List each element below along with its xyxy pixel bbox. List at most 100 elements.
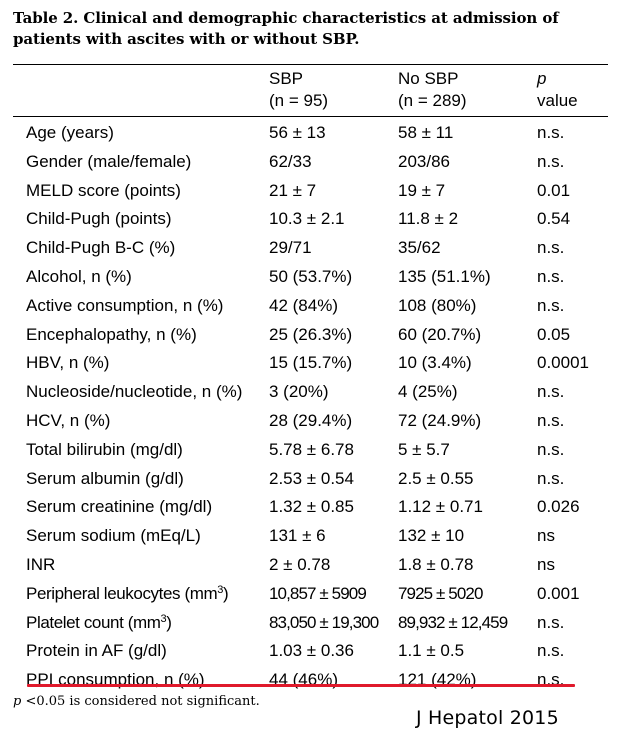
footnote-text: <0.05 is considered not significant. bbox=[21, 694, 260, 709]
row-label: MELD score (points) bbox=[26, 180, 181, 200]
table-row: Encephalopathy, n (%) 25 (26.3%) 60 (20.7%… bbox=[13, 321, 608, 350]
row-label: Protein in AF (g/dl) bbox=[26, 641, 167, 661]
row-label: Peripheral leukocytes (mm3) bbox=[26, 583, 229, 603]
cell-no-sbp: 203/86 bbox=[398, 151, 450, 171]
cell-no-sbp: 4 (25%) bbox=[398, 382, 458, 402]
table-row: Age (years) 56 ± 13 58 ± 11 n.s. bbox=[13, 119, 608, 148]
cell-sbp: 28 (29.4%) bbox=[269, 410, 353, 430]
cell-no-sbp: 89,932 ± 12,459 bbox=[398, 612, 508, 632]
cell-p-value: n.s. bbox=[537, 382, 565, 402]
cell-p-value: n.s. bbox=[537, 266, 565, 286]
cell-sbp: 10,857 ± 5909 bbox=[269, 583, 367, 603]
cell-sbp: 2 ± 0.78 bbox=[269, 554, 331, 574]
cell-p-value: n.s. bbox=[537, 439, 565, 459]
row-label: PPI consumption, n (%) bbox=[26, 670, 205, 690]
table-row: Peripheral leukocytes (mm3) 10,857 ± 5909… bbox=[13, 580, 608, 609]
cell-p-value: 0.001 bbox=[537, 583, 580, 603]
cell-p-value: 0.01 bbox=[537, 180, 571, 200]
footnote-p-symbol: p bbox=[13, 694, 22, 709]
cell-sbp: 131 ± 6 bbox=[269, 526, 326, 546]
cell-no-sbp: 5 ± 5.7 bbox=[398, 439, 450, 459]
cell-sbp: 1.32 ± 0.85 bbox=[269, 497, 354, 517]
table-row: HBV, n (%) 15 (15.7%) 10 (3.4%) 0.0001 bbox=[13, 349, 608, 378]
cell-no-sbp: 7925 ± 5020 bbox=[398, 583, 483, 603]
table-row: Serum albumin (g/dl) 2.53 ± 0.54 2.5 ± 0.5… bbox=[13, 465, 608, 494]
highlight-underline bbox=[27, 684, 575, 687]
cell-p-value: n.s. bbox=[537, 670, 565, 690]
table-body: Age (years) 56 ± 13 58 ± 11 n.s. Gender (mal… bbox=[13, 119, 608, 695]
cell-sbp: 5.78 ± 6.78 bbox=[269, 439, 354, 459]
cell-no-sbp: 132 ± 10 bbox=[398, 526, 465, 546]
cell-sbp: 44 (46%) bbox=[269, 670, 338, 690]
row-label: Nucleoside/nucleotide, n (%) bbox=[26, 382, 243, 402]
row-label: Gender (male/female) bbox=[26, 151, 192, 171]
cell-no-sbp: 1.8 ± 0.78 bbox=[398, 554, 474, 574]
table-row: Alcohol, n (%) 50 (53.7%) 135 (51.1%) n.s. bbox=[13, 263, 608, 292]
cell-no-sbp: 60 (20.7%) bbox=[398, 324, 482, 344]
table-row: INR 2 ± 0.78 1.8 ± 0.78 ns bbox=[13, 551, 608, 580]
source-citation: J Hepatol 2015 bbox=[416, 707, 559, 729]
cell-p-value: n.s. bbox=[537, 612, 565, 632]
cell-no-sbp: 121 (42%) bbox=[398, 670, 477, 690]
row-label: Alcohol, n (%) bbox=[26, 266, 132, 286]
cell-sbp: 1.03 ± 0.36 bbox=[269, 641, 354, 661]
cell-no-sbp: 11.8 ± 2 bbox=[398, 209, 459, 229]
table-row: Child-Pugh B-C (%) 29/71 35/62 n.s. bbox=[13, 234, 608, 263]
cell-p-value: ns bbox=[537, 554, 555, 574]
row-label: HBV, n (%) bbox=[26, 353, 110, 373]
table-row: HCV, n (%) 28 (29.4%) 72 (24.9%) n.s. bbox=[13, 407, 608, 436]
row-label: Child-Pugh B-C (%) bbox=[26, 238, 176, 258]
cell-p-value: 0.05 bbox=[537, 324, 571, 344]
row-label: Serum albumin (g/dl) bbox=[26, 468, 184, 488]
cell-no-sbp: 58 ± 11 bbox=[398, 123, 454, 142]
cell-no-sbp: 35/62 bbox=[398, 238, 441, 258]
cell-p-value: n.s. bbox=[537, 410, 565, 430]
row-label: Child-Pugh (points) bbox=[26, 209, 172, 229]
row-label: Serum sodium (mEq/L) bbox=[26, 526, 201, 546]
cell-no-sbp: 135 (51.1%) bbox=[398, 266, 491, 286]
cell-sbp: 15 (15.7%) bbox=[269, 353, 353, 373]
table-footnote: p <0.05 is considered not significant. bbox=[13, 693, 260, 711]
cell-sbp: 62/33 bbox=[269, 151, 312, 171]
cell-no-sbp: 1.1 ± 0.5 bbox=[398, 641, 465, 661]
row-label: Total bilirubin (mg/dl) bbox=[26, 439, 183, 459]
cell-p-value: n.s. bbox=[537, 238, 565, 258]
cell-sbp: 21 ± 7 bbox=[269, 180, 317, 200]
table-header: SBP (n = 95) No SBP (n = 289) p value bbox=[13, 68, 608, 116]
cell-p-value: n.s. bbox=[537, 641, 565, 661]
table-row: Nucleoside/nucleotide, n (%) 3 (20%) 4 (25… bbox=[13, 378, 608, 407]
cell-sbp: 3 (20%) bbox=[269, 382, 329, 402]
table-caption: Table 2. Clinical and demographic charac… bbox=[13, 9, 559, 48]
table-row: Serum sodium (mEq/L) 131 ± 6 132 ± 10 ns bbox=[13, 522, 608, 551]
cell-sbp: 56 ± 13 bbox=[269, 123, 326, 142]
row-label: Serum creatinine (mg/dl) bbox=[26, 497, 213, 517]
row-label: INR bbox=[26, 554, 56, 574]
table-row: Active consumption, n (%) 42 (84%) 108 (80… bbox=[13, 292, 608, 321]
column-header-sbp: SBP (n = 95) bbox=[269, 69, 329, 110]
table-top-rule bbox=[13, 64, 608, 65]
cell-sbp: 83,050 ± 19,300 bbox=[269, 612, 379, 632]
cell-sbp: 42 (84%) bbox=[269, 295, 338, 315]
cell-p-value: 0.54 bbox=[537, 209, 571, 229]
cell-sbp: 2.53 ± 0.54 bbox=[269, 468, 354, 488]
header-rule bbox=[13, 116, 608, 117]
table-row: Child-Pugh (points) 10.3 ± 2.1 11.8 ± 2 0.5… bbox=[13, 205, 608, 234]
row-label: HCV, n (%) bbox=[26, 410, 111, 430]
cell-p-value: n.s. bbox=[537, 123, 565, 142]
cell-p-value: n.s. bbox=[537, 151, 565, 171]
column-header-p-value: p value bbox=[537, 69, 578, 110]
cell-sbp: 50 (53.7%) bbox=[269, 266, 353, 286]
table-row: Protein in AF (g/dl) 1.03 ± 0.36 1.1 ± 0.5… bbox=[13, 637, 608, 666]
row-label: Platelet count (mm3) bbox=[26, 612, 172, 632]
table-row: PPI consumption, n (%) 44 (46%) 121 (42%) n… bbox=[13, 666, 608, 695]
cell-no-sbp: 2.5 ± 0.55 bbox=[398, 468, 474, 488]
cell-sbp: 25 (26.3%) bbox=[269, 324, 353, 344]
column-header-no-sbp: No SBP (n = 289) bbox=[398, 69, 467, 110]
cell-sbp: 29/71 bbox=[269, 238, 312, 258]
table-row: Platelet count (mm3) 83,050 ± 19,300 89,93… bbox=[13, 609, 608, 638]
cell-p-value: 0.0001 bbox=[537, 353, 589, 373]
cell-no-sbp: 108 (80%) bbox=[398, 295, 477, 315]
row-label: Active consumption, n (%) bbox=[26, 295, 224, 315]
cell-p-value: ns bbox=[537, 526, 555, 546]
table-row: Gender (male/female) 62/33 203/86 n.s. bbox=[13, 148, 608, 177]
